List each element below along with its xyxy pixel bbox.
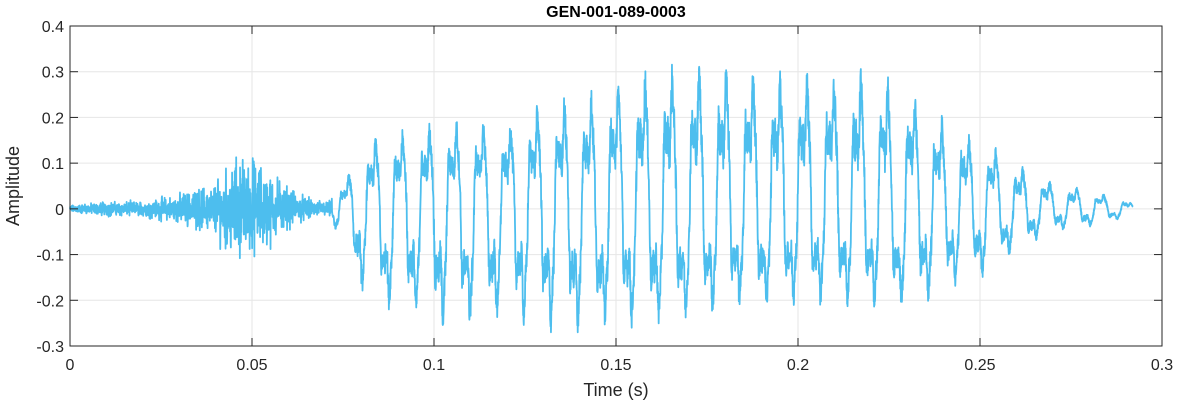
- y-tick-label: 0.2: [42, 110, 64, 127]
- y-axis-label: Amplitude: [3, 146, 23, 226]
- y-tick-label: -0.3: [36, 339, 64, 356]
- axis-ticks: 0 0.05 0.1 0.15 0.2 0.25 0.3 -0.3 -0.2 -0.1 0 0.1 0.…: [36, 19, 1173, 374]
- x-tick-label: 0.2: [787, 357, 809, 374]
- y-tick-label: -0.2: [36, 293, 64, 310]
- x-tick-label: 0.25: [964, 357, 995, 374]
- waveform-series: [69, 63, 1134, 334]
- x-tick-label: 0: [66, 357, 75, 374]
- x-tick-label: 0.3: [1151, 357, 1173, 374]
- x-tick-label: 0.15: [600, 357, 631, 374]
- x-axis-label: Time (s): [583, 380, 648, 400]
- x-tick-label: 0.05: [236, 357, 267, 374]
- waveform-line: [69, 63, 1134, 334]
- chart-title: GEN-001-089-0003: [546, 4, 686, 21]
- y-tick-label: 0: [55, 202, 64, 219]
- y-tick-label: 0.1: [42, 156, 64, 173]
- y-tick-label: 0.4: [42, 19, 64, 36]
- x-tick-label: 0.1: [423, 357, 445, 374]
- y-tick-label: -0.1: [36, 248, 64, 265]
- y-tick-label: 0.3: [42, 65, 64, 82]
